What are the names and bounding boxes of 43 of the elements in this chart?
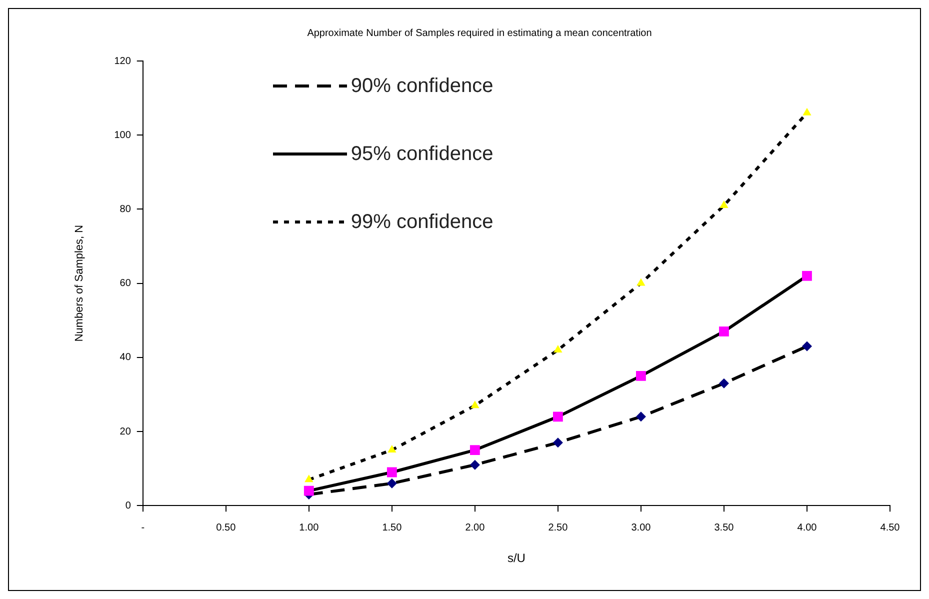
point [470,460,480,470]
x-tick-label: - [141,522,145,534]
point [636,370,646,381]
point [718,378,729,388]
x-tick-label: 2.50 [548,522,568,534]
point [470,400,480,408]
point [802,108,812,116]
point [386,478,397,488]
x-tick-label: 1.00 [299,522,320,534]
x-tick-label: 3.00 [631,522,652,534]
legend-label: 90% confidence [350,74,494,98]
point [636,278,646,286]
y-tick-label: 80 [120,204,132,215]
y-tick-label: 0 [125,500,132,512]
point [720,200,728,208]
point [802,270,812,281]
point [553,412,563,422]
point [636,412,646,422]
x-tick-label: 4.50 [880,522,900,534]
x-axis-title: s/U [507,551,526,566]
x-tick-label: 4.00 [797,522,818,534]
point [470,445,480,455]
chart-title: Approximate Number of Samples required in estimating a mean concentration [307,28,652,39]
x-tick-label: 3.50 [714,522,734,534]
y-tick-label: 40 [120,352,132,364]
y-tick-label: 120 [114,56,132,67]
point [304,486,314,496]
y-axis-title: Numbers of Samples, N [74,224,86,342]
point [554,344,562,352]
x-tick-label: 1.50 [382,522,402,534]
point [304,474,314,482]
point [388,445,396,453]
y-tick-label: 20 [120,426,132,438]
point [552,438,563,448]
y-tick-label: 100 [114,130,132,141]
point [802,341,812,352]
legend-label: 99% confidence [350,210,494,234]
point [719,326,729,336]
x-tick-label: 0.50 [216,522,236,534]
x-tick-label: 2.00 [465,522,486,534]
y-tick-label: 60 [120,278,132,290]
point [386,467,397,478]
legend-label: 95% confidence [350,142,494,166]
